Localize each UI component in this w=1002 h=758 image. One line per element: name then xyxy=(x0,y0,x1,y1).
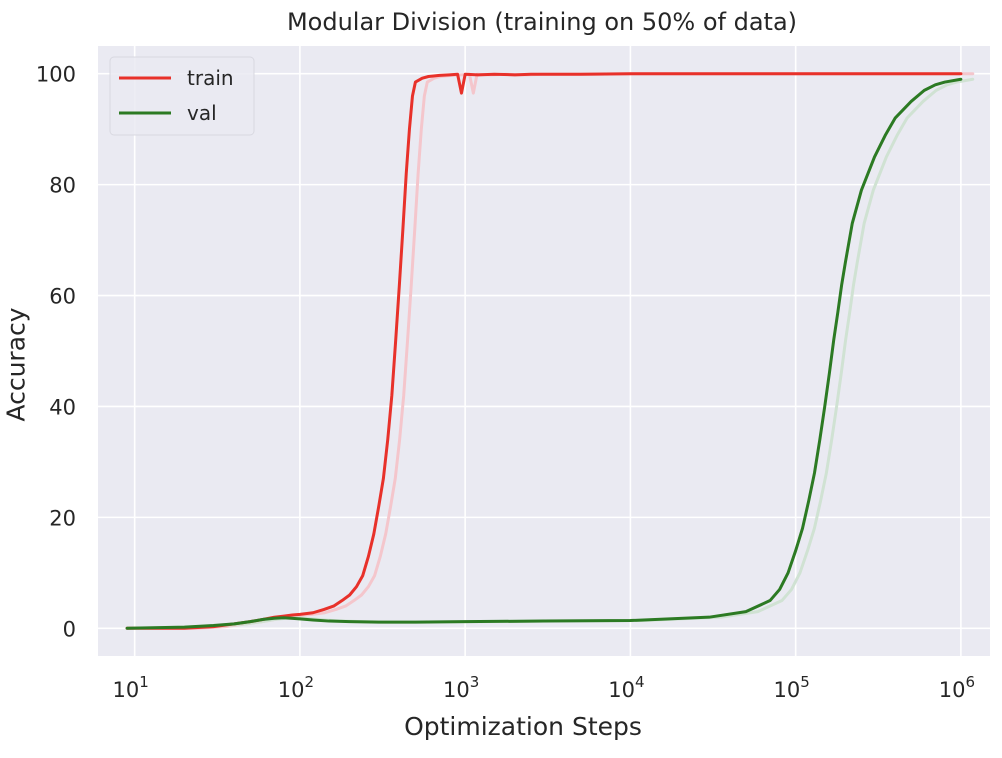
legend-label-train: train xyxy=(187,66,234,90)
x-tick-label: 105 xyxy=(774,673,810,702)
x-tick-label: 104 xyxy=(608,673,644,702)
y-tick-label: 100 xyxy=(36,63,76,87)
x-tick-labels: 101 102 103 104 105 106 xyxy=(113,673,976,702)
y-tick-label: 0 xyxy=(63,617,76,641)
train-series-line xyxy=(125,72,963,630)
y-tick-label: 60 xyxy=(49,285,76,309)
y-tick-label: 20 xyxy=(49,506,76,530)
y-axis-label: Accuracy xyxy=(1,307,31,422)
y-tick-label: 80 xyxy=(49,174,76,198)
legend-label-val: val xyxy=(187,101,217,125)
y-tick-labels: 0 20 40 60 80 100 xyxy=(36,63,76,642)
val-series-line xyxy=(125,77,963,630)
legend: train val xyxy=(109,56,255,136)
x-tick-label: 102 xyxy=(278,673,314,702)
series-layer xyxy=(125,72,963,630)
x-tick-label: 101 xyxy=(113,673,149,702)
plot-background xyxy=(98,46,990,656)
y-tick-label: 40 xyxy=(49,395,76,419)
x-tick-label: 106 xyxy=(939,673,975,702)
x-axis-label: Optimization Steps xyxy=(404,712,642,741)
x-tick-label: 103 xyxy=(443,673,479,702)
chart-title: Modular Division (training on 50% of dat… xyxy=(286,8,798,36)
